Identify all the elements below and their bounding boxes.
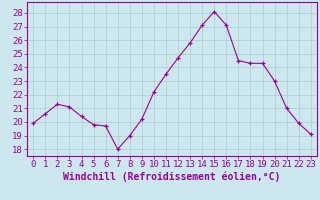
X-axis label: Windchill (Refroidissement éolien,°C): Windchill (Refroidissement éolien,°C) [63,172,281,182]
